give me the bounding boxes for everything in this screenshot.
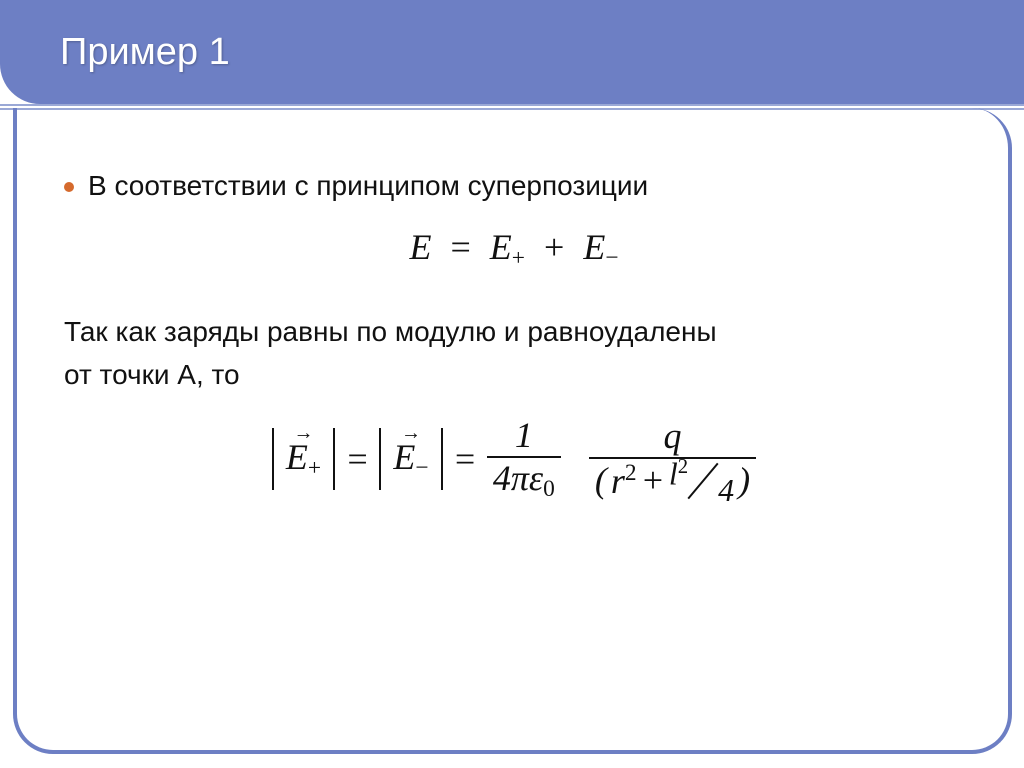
bullet-dot-icon <box>64 182 74 192</box>
eq1-Eplus: E+ <box>490 227 534 267</box>
slide: Пример 1 В соответствии с принципом супе… <box>0 0 1024 768</box>
equation-superposition: E = E+ + E− <box>64 226 964 272</box>
abs-bar-icon <box>333 428 335 490</box>
vector-E-minus: → E− <box>391 436 430 482</box>
abs-bar-icon <box>441 428 443 490</box>
slide-title: Пример 1 <box>60 31 230 74</box>
paragraph: Так как заряды равны по модулю и равноуд… <box>64 310 964 397</box>
equation-magnitude: → E+ = → E− = 1 4πε0 <box>64 417 964 502</box>
para-line-1: Так как заряды равны по модулю и равноуд… <box>64 310 964 353</box>
eq2-equals-2: = <box>453 438 477 480</box>
eq1-Eminus: E− <box>583 227 618 267</box>
abs-bar-icon <box>379 428 381 490</box>
eq1-equals: = <box>450 227 470 267</box>
eq1-plus: + <box>544 227 564 267</box>
bullet-text: В соответствии с принципом суперпозиции <box>88 170 648 202</box>
coulomb-constant-fraction: 1 4πε0 <box>487 417 561 502</box>
para-line-2: от точки А, то <box>64 353 964 396</box>
eq1-E: E <box>409 227 431 267</box>
fraction-slash-icon <box>686 462 720 500</box>
title-band: Пример 1 <box>0 0 1024 104</box>
l2-over-4: l2 4 <box>669 462 734 500</box>
vector-E-plus: → E+ <box>284 436 323 482</box>
content-area: В соответствии с принципом суперпозиции … <box>64 170 964 502</box>
charge-over-distance-fraction: q ( r2 + l2 4 ) <box>589 418 756 501</box>
eq2-equals-1: = <box>345 438 369 480</box>
abs-bar-icon <box>272 428 274 490</box>
bullet-item: В соответствии с принципом суперпозиции <box>64 170 964 202</box>
